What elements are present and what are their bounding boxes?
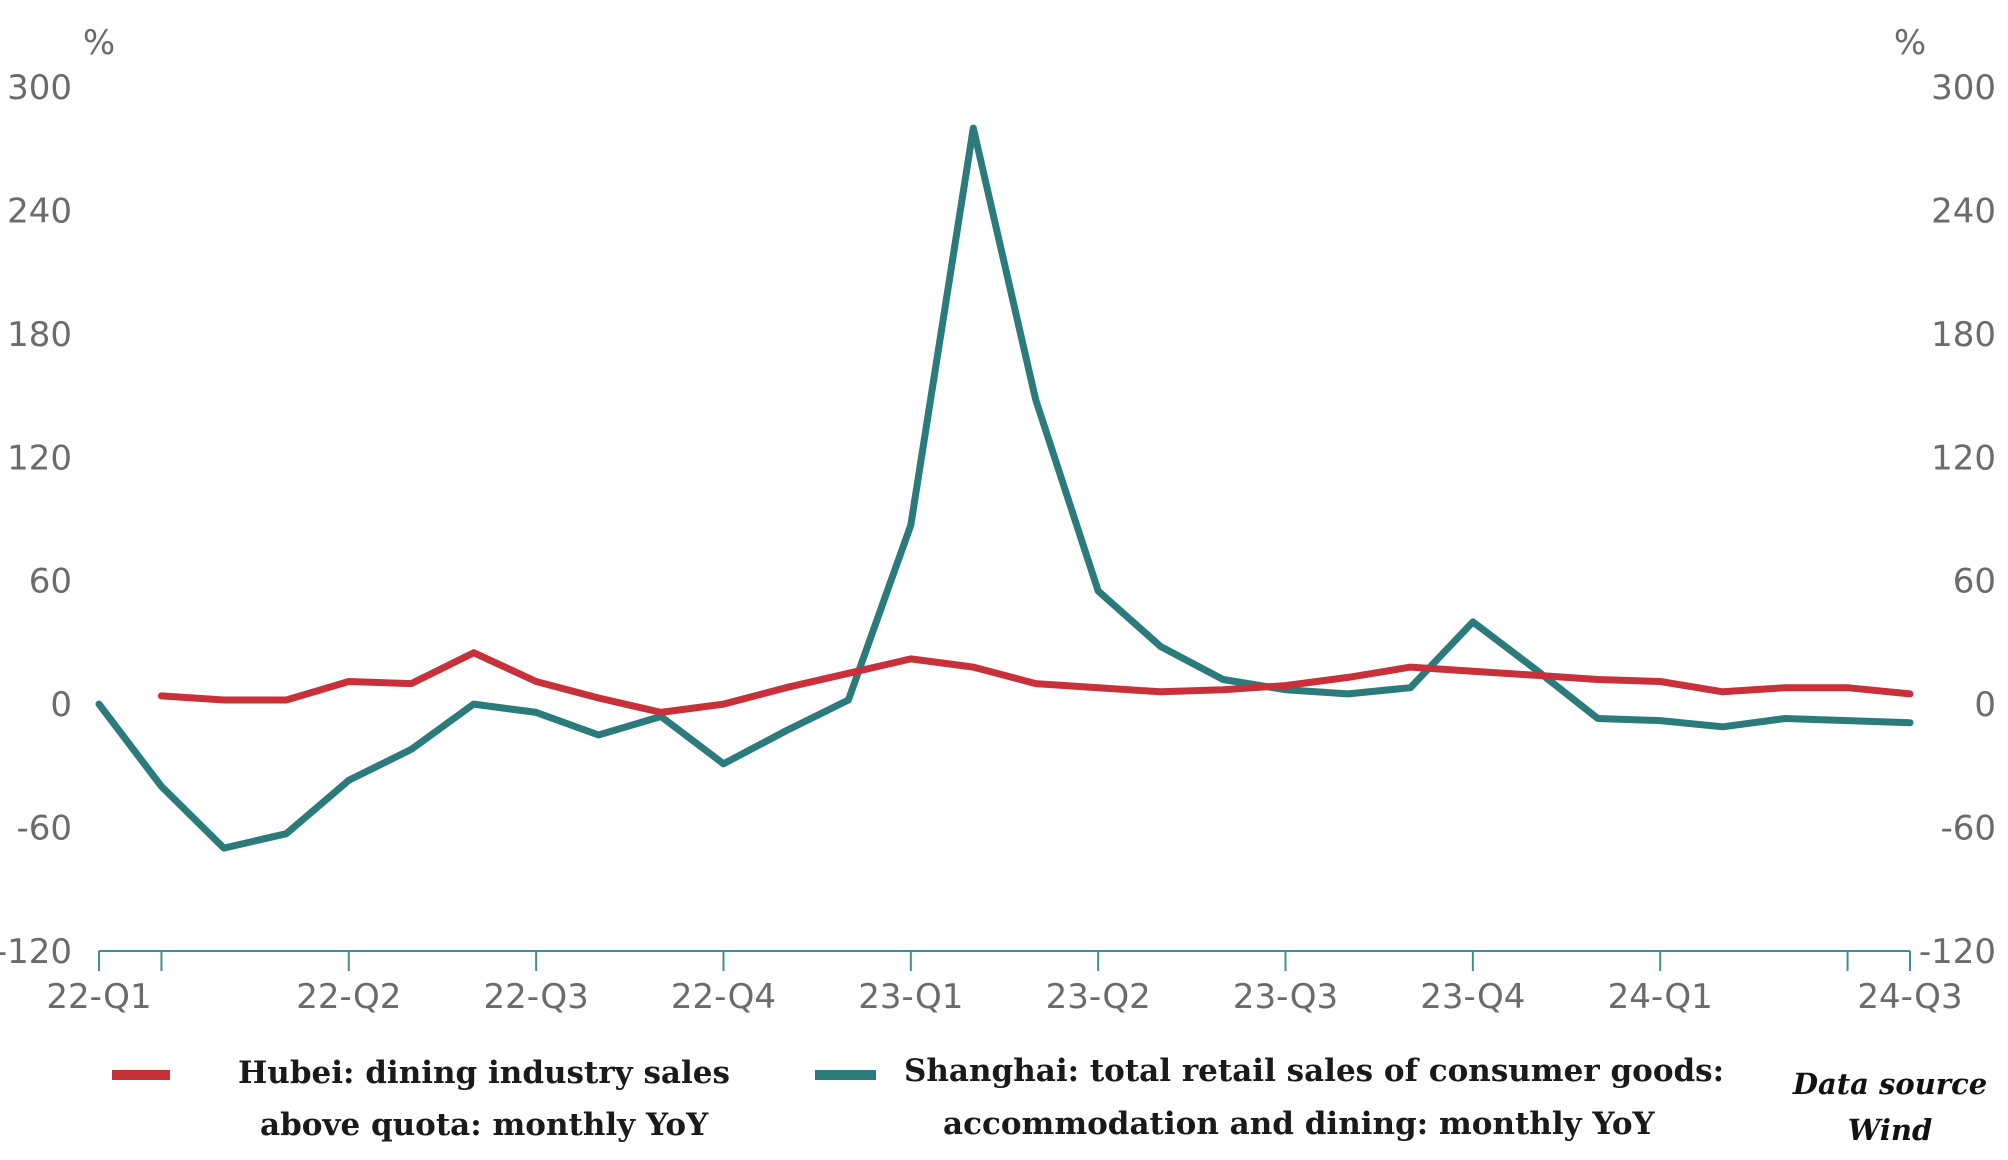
y-tick-label-right: 60	[1953, 562, 1996, 602]
x-tick-label: 24-Q3	[1857, 977, 1962, 1017]
y-tick-label-left: 240	[7, 191, 72, 231]
series-line-shanghai	[95, 124, 1914, 852]
axes: % %	[83, 23, 1926, 952]
y-tick-label-right: -120	[1919, 932, 1996, 972]
y-axis-left: 300 240 180 120 60 0 -60 -120	[0, 68, 72, 972]
legend-label-shanghai-line1: Shanghai: total retail sales of consumer…	[904, 1053, 1724, 1089]
y-tick-label-left: 120	[7, 438, 72, 478]
y-axis-right: 300 240 180 120 60 0 -60 -120	[1919, 68, 1996, 972]
x-tick-label: 22-Q3	[484, 977, 589, 1017]
y-tick-label-right: -60	[1940, 809, 1996, 849]
x-tick-label: 23-Q2	[1046, 977, 1151, 1017]
y-tick-label-left: 180	[7, 315, 72, 355]
y-tick-label-right: 300	[1931, 68, 1996, 108]
x-axis: 22-Q1 22-Q2 22-Q3 22-Q4 23-Q1 23-Q2 23-Q3 23-Q4…	[46, 951, 1963, 1017]
x-tick-label: 23-Q4	[1420, 977, 1525, 1017]
y-left-unit: %	[83, 23, 115, 63]
legend-label-shanghai-line2: accommodation and dining: monthly YoY	[943, 1106, 1656, 1142]
x-tick-label: 22-Q1	[46, 977, 151, 1017]
y-tick-label-right: 240	[1931, 191, 1996, 231]
x-tick-label: 24-Q1	[1608, 977, 1713, 1017]
y-tick-label-right: 0	[1974, 685, 1996, 725]
y-tick-label-left: -60	[16, 809, 72, 849]
legend-label-hubei-line1: Hubei: dining industry sales	[238, 1055, 730, 1091]
x-tick-label: 23-Q1	[858, 977, 963, 1017]
x-tick-label: 22-Q2	[296, 977, 401, 1017]
y-tick-label-left: 60	[29, 562, 72, 602]
x-tick-label: 22-Q4	[671, 977, 776, 1017]
y-right-unit: %	[1894, 23, 1926, 63]
y-tick-label-left: -120	[0, 932, 72, 972]
y-tick-label-left: 0	[50, 685, 72, 725]
data-source: Data source Wind	[1792, 1067, 1987, 1147]
source-value: Wind	[1848, 1113, 1932, 1147]
y-tick-label-right: 120	[1931, 438, 1996, 478]
y-tick-label-left: 300	[7, 68, 72, 108]
source-label: Data source	[1792, 1067, 1987, 1101]
x-tick-label: 23-Q3	[1233, 977, 1338, 1017]
legend: Hubei: dining industry sales above quota…	[112, 1053, 1724, 1143]
y-tick-label-right: 180	[1931, 315, 1996, 355]
series-line-hubei	[157, 649, 1914, 716]
series	[95, 124, 1914, 852]
legend-label-hubei-line2: above quota: monthly YoY	[260, 1107, 709, 1143]
